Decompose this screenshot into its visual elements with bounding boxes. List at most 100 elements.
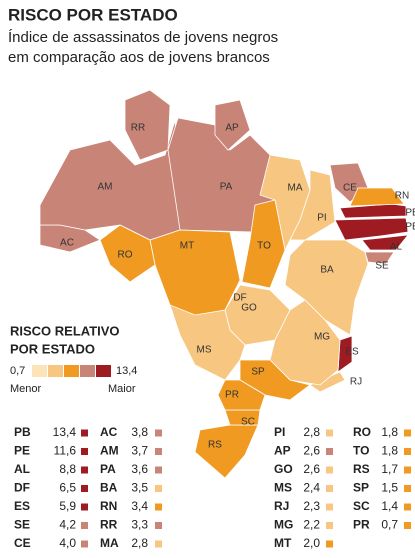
row-swatch [155,503,162,511]
row-value: 2,6 [303,462,320,476]
state-label: AP [225,123,239,134]
row-code: AM [100,444,119,458]
state-label: SC [241,417,255,428]
row-code: GO [274,462,293,476]
row-value: 4,0 [59,536,76,550]
row-code: RS [353,462,370,476]
row-value: 13,4 [53,425,77,439]
state-label: PA [220,182,233,193]
state-label: MA [288,183,303,194]
row-code: RJ [274,499,289,513]
row-swatch [326,503,333,511]
row-swatch [155,522,162,529]
subtitle-line: em comparação aos de jovens brancos [8,49,270,66]
row-value: 2,2 [303,518,320,532]
row-value: 2,0 [303,536,320,550]
row-swatch [326,429,333,437]
row-swatch [326,448,333,455]
state-shape [194,424,259,479]
state-label: DF [233,293,246,304]
row-value: 1,4 [381,499,398,513]
state-label: GO [241,303,257,314]
row-swatch [326,522,333,529]
row-value: 3,6 [131,462,148,476]
row-code: PR [353,518,370,532]
row-value: 1,8 [381,425,398,439]
row-code: RR [100,518,118,532]
row-value: 4,2 [59,518,76,532]
legend-min-label: Menor [10,383,42,395]
row-value: 2,8 [131,536,148,550]
state-shape [361,234,409,251]
row-swatch [155,466,162,474]
row-swatch [404,503,411,511]
legend-swatch [96,365,111,377]
row-value: 3,3 [131,518,148,532]
state-shape [214,99,251,151]
state-label: ES [345,347,359,358]
state-label: SE [375,261,389,272]
row-code: PA [100,462,116,476]
state-shape [349,187,405,207]
state-label: SP [251,367,265,378]
state-label: PB [405,208,415,219]
state-label: MG [314,332,330,343]
legend-min: 0,7 [10,365,25,377]
state-label: AL [390,242,403,253]
row-swatch [155,429,162,437]
row-swatch [81,448,88,455]
row-value: 2,3 [303,499,320,513]
legend-title: POR ESTADO [10,341,95,356]
row-code: CE [14,536,31,550]
state-label: PE [405,222,415,233]
row-value: 1,5 [381,481,398,495]
row-swatch [81,540,88,548]
row-value: 3,5 [131,481,148,495]
row-code: RN [100,499,117,513]
legend-swatch [64,365,79,377]
row-code: AC [100,425,118,439]
legend [32,365,111,377]
state-label: RS [208,440,222,451]
state-label: RN [395,191,409,202]
state-label: RJ [350,377,362,388]
state-shape [241,199,286,289]
row-code: MG [274,518,293,532]
state-shape [99,224,156,283]
row-code: MT [274,536,292,550]
legend-swatch [48,365,63,377]
row-code: BA [100,481,118,495]
table: PB 13,4 PE 11,6 AL 8,8 DF 6,5 ES 5,9 SE 4,2 CE 4,0 AC 3… [14,425,411,550]
row-code: SP [353,481,369,495]
legend-max-label: Maior [108,383,136,395]
state-shape [149,229,241,316]
row-swatch [81,466,88,474]
state-label: TO [257,241,271,252]
row-value: 1,7 [381,462,398,476]
row-swatch [81,522,88,529]
row-swatch [155,448,162,455]
row-value: 2,4 [303,481,320,495]
row-value: 3,8 [131,425,148,439]
row-swatch [404,429,411,437]
row-swatch [404,448,411,455]
legend-title: RISCO RELATIVO [10,323,120,338]
row-value: 11,6 [54,444,77,458]
row-code: AP [274,444,291,458]
row-code: MA [100,536,119,550]
row-code: MS [274,481,292,495]
state-shape [334,217,409,241]
row-swatch [81,503,88,511]
state-label: AC [60,238,74,249]
state-label: MT [180,241,194,252]
row-swatch [404,522,411,529]
row-swatch [404,466,411,474]
state-label: MS [197,345,212,356]
row-code: SE [14,518,30,532]
row-code: PB [14,425,31,439]
row-code: SC [353,499,370,513]
row-swatch [404,485,411,492]
state-shape [284,239,369,336]
state-shape [289,169,336,241]
map: PB PEAL DF ES SE CE AC AM PA BA RN RR MA PI AP GO MS RJ MG… [39,89,415,479]
